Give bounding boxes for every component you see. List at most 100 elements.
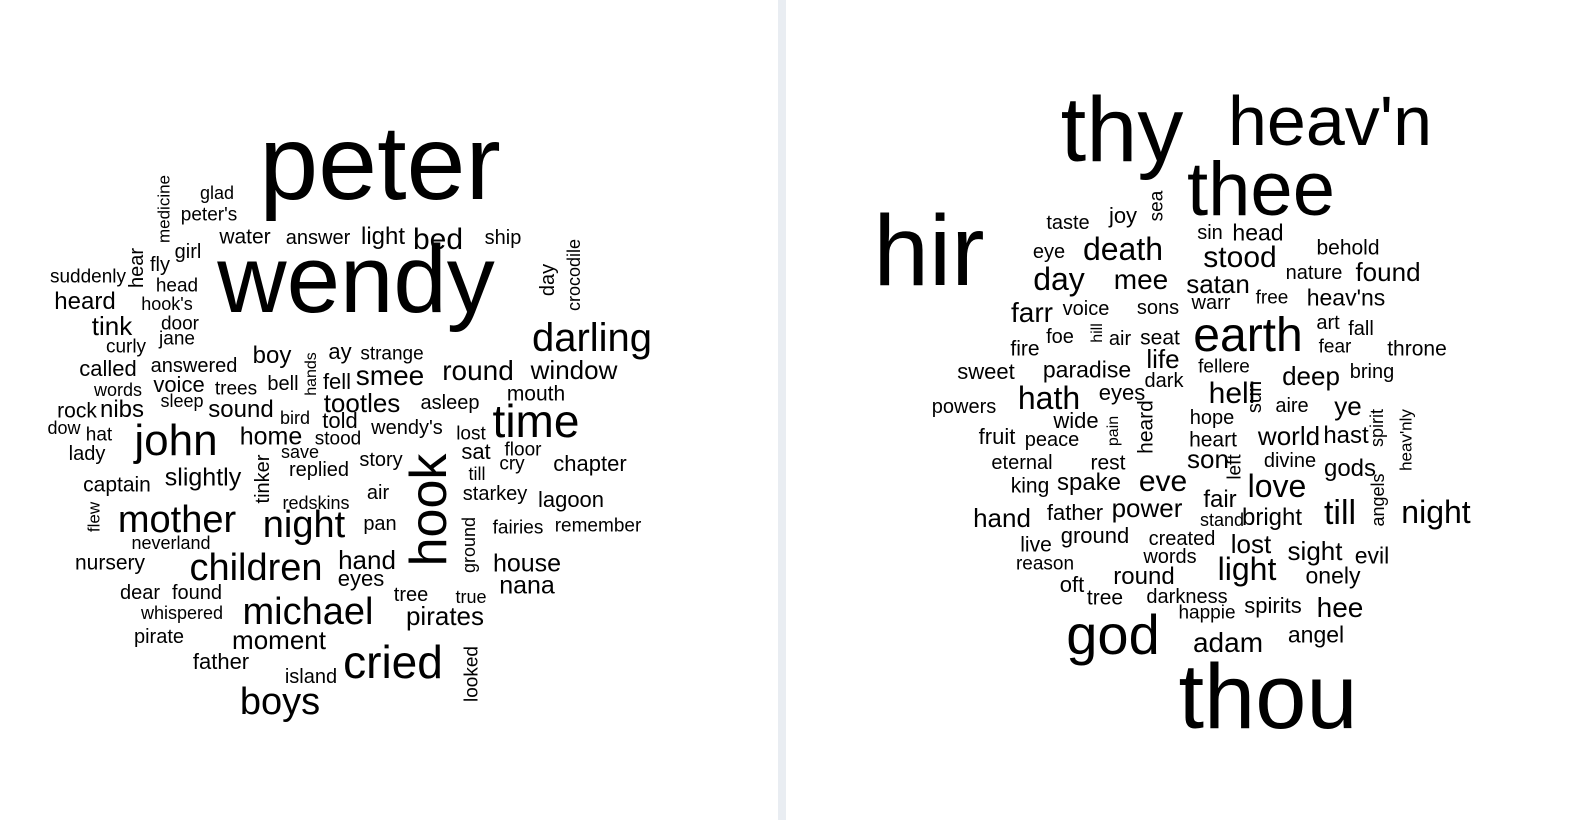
cloud-word: son	[1187, 444, 1229, 474]
cloud-word: thy	[1060, 79, 1184, 181]
cloud-word: neverland	[131, 533, 211, 553]
cloud-word: bed	[412, 223, 464, 256]
cloud-word: air	[366, 482, 390, 504]
cloud-word: bell	[267, 373, 299, 395]
cloud-word: power	[1111, 493, 1183, 523]
cloud-word: pirates	[405, 601, 485, 631]
cloud-word: stand	[1199, 510, 1245, 530]
cloud-word: fellere	[1198, 356, 1250, 378]
cloud-word: night	[1401, 494, 1471, 530]
cloud-word: words	[93, 380, 143, 400]
cloud-word: heard	[1134, 400, 1158, 454]
cloud-word: sleep	[160, 391, 204, 411]
cloud-word: stood	[1203, 241, 1277, 274]
cloud-word: peter	[259, 104, 501, 222]
cloud-word: death	[1082, 231, 1164, 267]
cloud-word: lost	[456, 423, 486, 445]
cloud-word: reason	[1015, 553, 1075, 575]
cloud-word: gods	[1323, 455, 1377, 482]
cloud-word: nursery	[74, 551, 146, 575]
cloud-word: ground	[459, 516, 479, 574]
cloud-word: save	[280, 442, 320, 462]
cloud-word: answered	[150, 355, 238, 377]
cloud-word: free	[1255, 287, 1289, 309]
cloud-word: farr	[1011, 297, 1053, 328]
cloud-word: dear	[119, 582, 161, 604]
cloud-word: ay	[328, 339, 352, 364]
cloud-word: door	[160, 313, 200, 335]
cloud-word: lagoon	[537, 487, 605, 512]
cloud-word: behold	[1316, 236, 1380, 260]
cloud-word: tinker	[252, 454, 274, 504]
cloud-word: world	[1257, 421, 1321, 451]
cloud-word: fall	[1348, 318, 1374, 340]
cloud-word: angel	[1287, 621, 1345, 648]
cloud-word: mee	[1113, 264, 1169, 295]
cloud-word: flew	[84, 501, 104, 533]
cloud-word: happie	[1178, 602, 1236, 624]
cloud-word: evil	[1354, 542, 1390, 569]
cloud-word: bring	[1349, 361, 1395, 383]
cloud-word: looked	[461, 646, 483, 702]
cloud-word: left	[1224, 454, 1246, 480]
cloud-word: aire	[1275, 395, 1309, 417]
cloud-word: mouth	[506, 382, 566, 406]
cloud-word: sat	[461, 439, 491, 464]
cloud-word: night	[262, 504, 346, 546]
cloud-word: remember	[554, 515, 642, 537]
cloud-word: air	[1108, 328, 1132, 350]
cloud-word: lost	[1230, 529, 1272, 559]
cloud-word: fire	[1010, 337, 1040, 361]
cloud-word: paradise	[1042, 356, 1132, 383]
cloud-word: pan	[363, 513, 397, 535]
cloud-word: told	[322, 408, 358, 433]
cloud-word: love	[1247, 468, 1307, 504]
cloud-word: whispered	[140, 603, 224, 623]
cloud-word: head	[1232, 219, 1284, 246]
cloud-word: mother	[117, 499, 237, 541]
cloud-word: darkness	[1146, 586, 1228, 608]
cloud-word: girl	[174, 241, 202, 263]
cloud-word: smee	[355, 360, 425, 391]
cloud-word: oft	[1059, 572, 1085, 597]
cloud-word: bird	[279, 408, 311, 428]
cloud-word: stood	[314, 428, 362, 450]
cloud-word: sons	[1136, 297, 1180, 319]
cloud-word: thou	[1178, 646, 1358, 748]
cloud-word: captain	[83, 473, 151, 497]
cloud-word: hath	[1017, 380, 1081, 416]
cloud-word: boy	[252, 342, 292, 369]
cloud-word: darling	[531, 316, 653, 360]
cloud-word: hast	[1323, 422, 1369, 449]
cloud-word: island	[284, 666, 338, 688]
cloud-word: eyes	[337, 566, 385, 591]
cloud-word: deep	[1282, 361, 1340, 391]
cloud-word: light	[360, 223, 406, 250]
cloud-word: dark	[1144, 370, 1184, 392]
cloud-word: cry	[499, 453, 525, 475]
cloud-word: onely	[1305, 562, 1361, 589]
cloud-word: hear	[126, 247, 148, 289]
cloud-word: strange	[360, 343, 424, 365]
cloud-word: called	[79, 356, 137, 381]
cloud-word: created	[1148, 528, 1216, 550]
cloud-word: home	[239, 422, 303, 451]
cloud-word: fairies	[492, 517, 544, 539]
cloud-word: pain	[1105, 415, 1122, 447]
cloud-word: till	[468, 464, 486, 484]
cloud-word: hee	[1316, 592, 1364, 623]
right-word-cloud: thy heav'n thee hir taste joy sea sin head eye dea…	[786, 0, 1594, 820]
cloud-word: words	[1143, 546, 1197, 568]
cloud-word: house	[492, 549, 562, 578]
cloud-word: ground	[1060, 523, 1130, 548]
cloud-word: hook	[400, 453, 458, 567]
cloud-word: hill	[1089, 323, 1106, 343]
cloud-word: sin	[1197, 222, 1223, 244]
cloud-word: fruit	[978, 424, 1016, 449]
cloud-word: heav'ns	[1306, 284, 1386, 311]
cloud-word: children	[189, 547, 323, 589]
cloud-word: lady	[68, 443, 106, 465]
cloud-word: god	[1066, 603, 1160, 666]
cloud-word: eve	[1138, 465, 1188, 498]
cloud-word: tootles	[323, 388, 401, 418]
